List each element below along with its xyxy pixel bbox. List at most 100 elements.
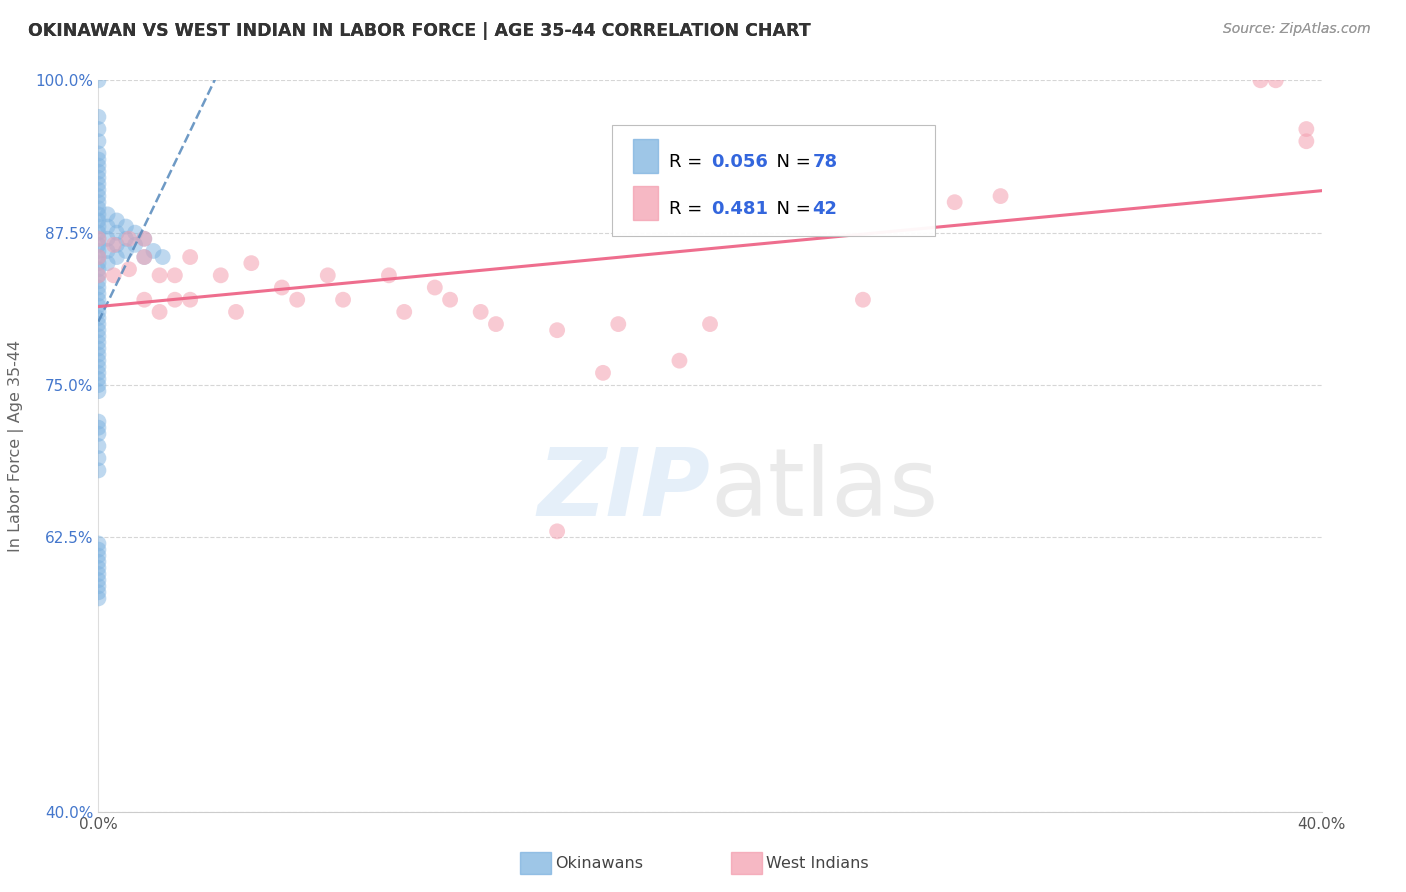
Point bbox=[87, 335, 110, 350]
Point bbox=[134, 250, 156, 264]
Point bbox=[134, 232, 156, 246]
Text: Okinawans: Okinawans bbox=[555, 856, 644, 871]
Point bbox=[97, 219, 120, 234]
Point bbox=[87, 244, 110, 258]
Point bbox=[87, 293, 110, 307]
Point bbox=[87, 585, 110, 599]
Point bbox=[87, 342, 110, 356]
Point bbox=[149, 305, 172, 319]
Point bbox=[105, 213, 128, 227]
Text: ZIP: ZIP bbox=[537, 444, 710, 536]
Point bbox=[87, 384, 110, 399]
Point bbox=[105, 250, 128, 264]
Point bbox=[607, 317, 630, 331]
Point bbox=[852, 293, 875, 307]
Point bbox=[87, 439, 110, 453]
Point bbox=[87, 359, 110, 374]
Point bbox=[87, 189, 110, 203]
Point bbox=[87, 555, 110, 569]
Text: R =: R = bbox=[669, 201, 709, 219]
Point bbox=[87, 226, 110, 240]
Point bbox=[392, 305, 416, 319]
Point bbox=[87, 250, 110, 264]
Point bbox=[124, 226, 146, 240]
Point bbox=[163, 293, 186, 307]
Point bbox=[87, 250, 110, 264]
Point bbox=[1249, 73, 1271, 87]
Point bbox=[1264, 73, 1286, 87]
Point bbox=[87, 421, 110, 435]
Point bbox=[118, 262, 141, 277]
Point bbox=[118, 232, 141, 246]
Point bbox=[87, 591, 110, 606]
Point bbox=[103, 268, 125, 283]
Point bbox=[87, 310, 110, 325]
Point bbox=[134, 250, 156, 264]
Text: R =: R = bbox=[669, 153, 709, 171]
Point bbox=[87, 426, 110, 441]
Point bbox=[124, 238, 146, 252]
Point bbox=[87, 232, 110, 246]
Point bbox=[1295, 122, 1317, 136]
Point bbox=[87, 219, 110, 234]
Point bbox=[87, 207, 110, 221]
Point bbox=[285, 293, 308, 307]
Point bbox=[87, 275, 110, 289]
Point bbox=[179, 250, 201, 264]
Point bbox=[332, 293, 354, 307]
Text: atlas: atlas bbox=[710, 444, 938, 536]
Point bbox=[87, 110, 110, 124]
Point bbox=[546, 524, 568, 539]
Text: 0.481: 0.481 bbox=[711, 201, 769, 219]
Point bbox=[87, 177, 110, 191]
Point bbox=[105, 238, 128, 252]
Text: OKINAWAN VS WEST INDIAN IN LABOR FORCE | AGE 35-44 CORRELATION CHART: OKINAWAN VS WEST INDIAN IN LABOR FORCE |… bbox=[28, 22, 811, 40]
Point bbox=[87, 238, 110, 252]
Point bbox=[87, 378, 110, 392]
Text: West Indians: West Indians bbox=[766, 856, 869, 871]
Point bbox=[179, 293, 201, 307]
Text: Source: ZipAtlas.com: Source: ZipAtlas.com bbox=[1223, 22, 1371, 37]
Point bbox=[134, 232, 156, 246]
Point bbox=[103, 238, 125, 252]
Point bbox=[699, 317, 721, 331]
Point bbox=[423, 280, 446, 294]
Text: 0.056: 0.056 bbox=[711, 153, 768, 171]
Y-axis label: In Labor Force | Age 35-44: In Labor Force | Age 35-44 bbox=[8, 340, 24, 552]
Point bbox=[87, 347, 110, 362]
Point bbox=[87, 153, 110, 167]
Point bbox=[378, 268, 401, 283]
Point bbox=[87, 122, 110, 136]
Point bbox=[87, 305, 110, 319]
Point bbox=[87, 195, 110, 210]
Point bbox=[142, 244, 165, 258]
Point bbox=[87, 159, 110, 173]
Point bbox=[87, 299, 110, 313]
Point bbox=[240, 256, 263, 270]
Point bbox=[97, 244, 120, 258]
Text: 42: 42 bbox=[813, 201, 838, 219]
Point bbox=[87, 579, 110, 593]
Point bbox=[87, 463, 110, 477]
Point bbox=[163, 268, 186, 283]
Point bbox=[87, 451, 110, 466]
Point bbox=[87, 542, 110, 557]
Text: N =: N = bbox=[765, 201, 817, 219]
Point bbox=[87, 372, 110, 386]
Text: 78: 78 bbox=[813, 153, 838, 171]
Point bbox=[97, 207, 120, 221]
Point bbox=[990, 189, 1012, 203]
Text: OKINAWAN VS WEST INDIAN IN LABOR FORCE | AGE 35-44 CORRELATION CHART: OKINAWAN VS WEST INDIAN IN LABOR FORCE |… bbox=[28, 22, 811, 40]
Point bbox=[87, 201, 110, 215]
Point bbox=[97, 232, 120, 246]
Point bbox=[225, 305, 247, 319]
Point bbox=[115, 244, 138, 258]
Point bbox=[87, 415, 110, 429]
Point bbox=[668, 353, 690, 368]
Point bbox=[87, 323, 110, 337]
Point bbox=[87, 213, 110, 227]
Point bbox=[87, 170, 110, 185]
Point bbox=[87, 549, 110, 563]
Point bbox=[87, 268, 110, 283]
Point bbox=[87, 561, 110, 575]
